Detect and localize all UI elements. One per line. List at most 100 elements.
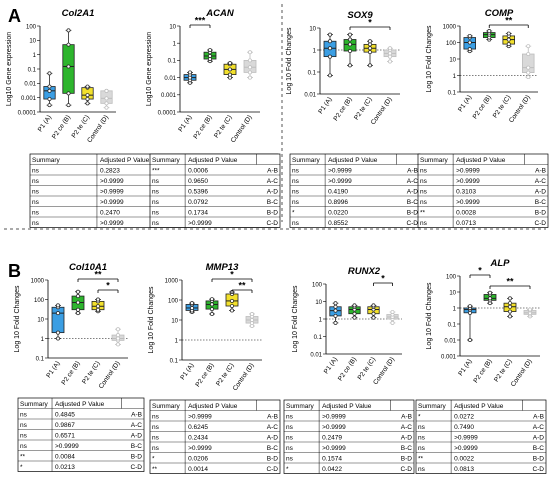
data-point — [390, 320, 395, 325]
y-axis-label: Log10 Gene expression — [146, 32, 153, 106]
data-point — [76, 300, 80, 305]
table-cell-comparison: B-D — [535, 209, 547, 216]
table-cell-comparison: B-C — [401, 445, 413, 452]
data-point — [371, 311, 376, 316]
data-point — [333, 313, 338, 318]
chart-title: Col10A1 — [69, 262, 107, 273]
y-tick-label: 0.1 — [448, 90, 457, 96]
table-cell-pvalue: 0.8552 — [328, 220, 348, 227]
y-tick-label: 0.1 — [314, 335, 323, 341]
data-point — [230, 308, 234, 313]
y-axis-label: Log10 Gene expression — [6, 32, 13, 106]
table-cell-comparison: C-D — [534, 220, 546, 227]
charts-layer: Col2A1 Log10 Gene expression 100 10 1 0.1 0.01… — [6, 8, 549, 474]
data-point — [248, 58, 252, 63]
table-cell-summary: ns — [418, 434, 426, 441]
table-cell-pvalue: >0.9999 — [328, 178, 352, 185]
data-point — [248, 70, 252, 75]
data-point — [371, 303, 376, 308]
table-cell-comparison: A-C — [407, 178, 419, 185]
table-border — [149, 153, 281, 228]
table-cell-comparison: A-D — [267, 434, 279, 441]
table-cell-comparison: A-D — [407, 188, 419, 195]
x-tick-label: P1 (A) — [317, 96, 333, 115]
table-cell-summary: ns — [292, 188, 300, 195]
y-tick-label: 10 — [171, 318, 178, 324]
data-point — [228, 72, 232, 77]
data-point — [508, 304, 512, 309]
table-cell-pvalue: 0.0084 — [55, 453, 75, 460]
table-cell-summary: ns — [286, 413, 294, 420]
table-cell-summary: * — [292, 209, 295, 216]
table-cell-pvalue: 0.1574 — [322, 455, 342, 462]
table-cell-pvalue: 0.1734 — [188, 209, 208, 216]
table-cell-pvalue: 0.2823 — [100, 167, 120, 174]
table-header: Summary — [292, 157, 321, 164]
data-point — [467, 47, 472, 52]
table-cell-pvalue: 0.0014 — [188, 466, 208, 473]
y-tick-label: 1 — [33, 53, 37, 59]
y-tick-label: 100 — [34, 298, 45, 304]
chart-title: MMP13 — [206, 262, 239, 273]
table-cell-pvalue: 0.3103 — [456, 188, 476, 195]
data-point — [333, 320, 338, 325]
table-cell-pvalue: 0.8996 — [328, 199, 348, 206]
y-tick-label: 10 — [37, 317, 44, 323]
table-header: Summary — [418, 403, 447, 410]
data-point — [66, 28, 71, 33]
data-point — [116, 342, 120, 347]
table-cell-comparison: A-C — [535, 178, 547, 185]
table-cell-summary: ns — [152, 199, 160, 206]
data-point — [104, 101, 109, 106]
y-axis-label: Log 10 Fold Changes — [14, 285, 21, 352]
data-point — [528, 307, 532, 312]
data-point — [248, 50, 252, 55]
data-point — [508, 296, 512, 301]
data-point — [388, 59, 392, 64]
data-point — [526, 44, 531, 49]
data-point — [76, 307, 80, 312]
chart-comp: COMP Log 10 Fold Changes 1000 100 10 1 0.1P1 (… — [417, 8, 549, 228]
data-point — [47, 84, 52, 89]
table-cell-pvalue: >0.9999 — [454, 434, 478, 441]
x-tick-label: P2 ce (B) — [472, 94, 493, 120]
chart-title: COMP — [485, 8, 514, 19]
data-point — [526, 70, 531, 75]
table-cell-comparison: A-D — [131, 432, 143, 439]
table-cell-summary: ** — [20, 453, 26, 460]
data-point — [468, 338, 472, 342]
table-cell-summary: ns — [152, 178, 160, 185]
table-border — [17, 397, 145, 472]
table-cell-pvalue: >0.9999 — [100, 188, 124, 195]
table-cell-pvalue: >0.9999 — [454, 445, 478, 452]
data-point — [210, 297, 214, 302]
table-cell-summary: ns — [152, 424, 160, 431]
table-cell-pvalue: 0.0213 — [55, 464, 75, 471]
y-tick-label: 1000 — [165, 278, 179, 284]
sig-label: * — [230, 270, 234, 280]
data-point — [348, 49, 352, 53]
data-point — [508, 309, 512, 314]
table-header: Adjusted P Value — [322, 403, 372, 410]
data-point — [250, 318, 254, 322]
data-point — [250, 321, 254, 326]
x-tick-label: P2 te (C) — [81, 360, 102, 385]
table-cell-summary: ns — [20, 422, 28, 429]
table-cell-summary: ns — [286, 445, 294, 452]
x-tick-label: P2 te (C) — [356, 356, 377, 381]
table-cell-pvalue: 0.5396 — [188, 188, 208, 195]
x-tick-label: P2 ce (B) — [60, 360, 81, 386]
data-point — [228, 61, 232, 66]
sig-label: * — [381, 274, 385, 284]
y-tick-label: 0.1 — [170, 358, 179, 364]
data-point — [47, 71, 52, 76]
data-point — [85, 84, 90, 89]
data-point — [190, 301, 194, 306]
table-header: Summary — [420, 157, 449, 164]
y-tick-label: 0.1 — [36, 356, 45, 362]
data-point — [333, 308, 338, 313]
y-tick-label: 0.01 — [310, 352, 322, 358]
chart-alp: ALP Log 10 Fold Changes 100 10 1 0.1 0.01 0.001… — [415, 258, 547, 474]
table-cell-pvalue: 0.0220 — [328, 209, 348, 216]
